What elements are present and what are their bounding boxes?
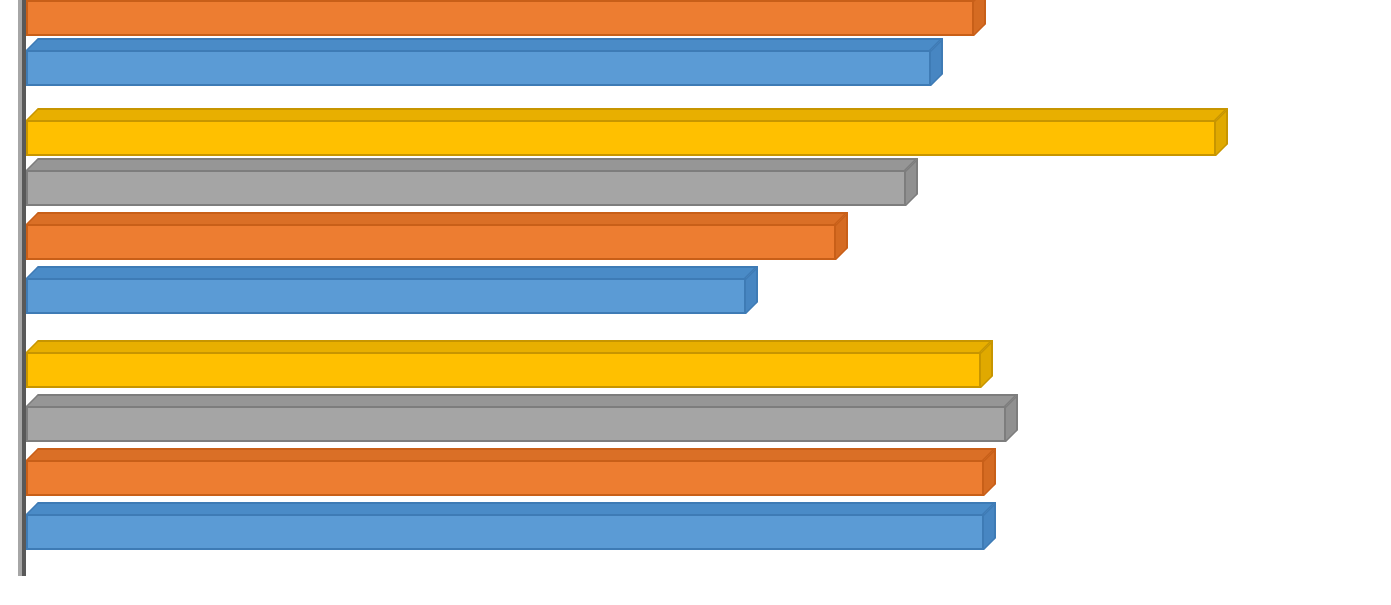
bar-front	[26, 460, 984, 496]
bar-front	[26, 170, 906, 206]
bar-top-face	[26, 212, 848, 224]
bar-orange	[26, 0, 974, 36]
bar-orange	[26, 460, 984, 496]
bar-front	[26, 406, 1006, 442]
bar-gray	[26, 170, 906, 206]
bar-yellow	[26, 120, 1216, 156]
bar-top-face	[26, 38, 943, 50]
bar-blue	[26, 514, 984, 550]
bar-front	[26, 50, 931, 86]
bar-gray	[26, 406, 1006, 442]
horizontal-bar-chart	[0, 0, 1391, 605]
bar-yellow	[26, 352, 981, 388]
bar-front	[26, 224, 836, 260]
bar-front	[26, 278, 746, 314]
bar-front	[26, 352, 981, 388]
bar-top-face	[26, 158, 918, 170]
bar-top-face	[26, 108, 1228, 120]
bar-top-face	[26, 394, 1018, 406]
bar-blue	[26, 50, 931, 86]
bar-front	[26, 0, 974, 36]
bar-blue	[26, 278, 746, 314]
bar-orange	[26, 224, 836, 260]
bar-front	[26, 120, 1216, 156]
bar-front	[26, 514, 984, 550]
bar-side-face	[974, 0, 986, 36]
bar-top-face	[26, 448, 996, 460]
bar-top-face	[26, 266, 758, 278]
bar-top-face	[26, 502, 996, 514]
bar-top-face	[26, 340, 993, 352]
